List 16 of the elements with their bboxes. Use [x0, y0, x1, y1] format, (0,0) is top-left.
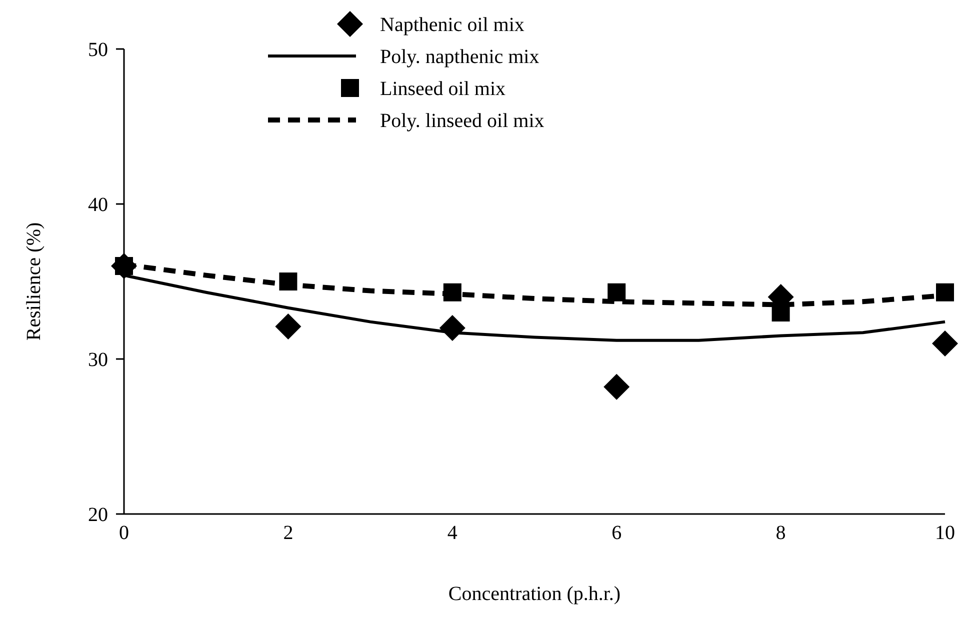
x-tick-label: 6 — [612, 522, 622, 544]
x-tick-label: 10 — [935, 522, 955, 544]
x-tick-label: 8 — [776, 522, 786, 544]
y-tick-label: 50 — [88, 39, 108, 61]
legend-label: Napthenic oil mix — [380, 14, 524, 36]
x-axis-title: Concentration (p.h.r.) — [448, 583, 621, 605]
legend-label: Poly. linseed oil mix — [380, 110, 544, 132]
x-tick-label: 0 — [119, 522, 129, 544]
legend-label: Poly. napthenic mix — [380, 46, 540, 68]
x-tick-label: 4 — [447, 522, 458, 544]
legend-label: Linseed oil mix — [380, 78, 506, 100]
y-tick-label: 40 — [88, 194, 108, 216]
y-axis-title: Resilience (%) — [23, 222, 45, 341]
y-tick-label: 20 — [88, 504, 108, 526]
x-tick-label: 2 — [283, 522, 294, 544]
y-tick-label: 30 — [88, 349, 108, 371]
